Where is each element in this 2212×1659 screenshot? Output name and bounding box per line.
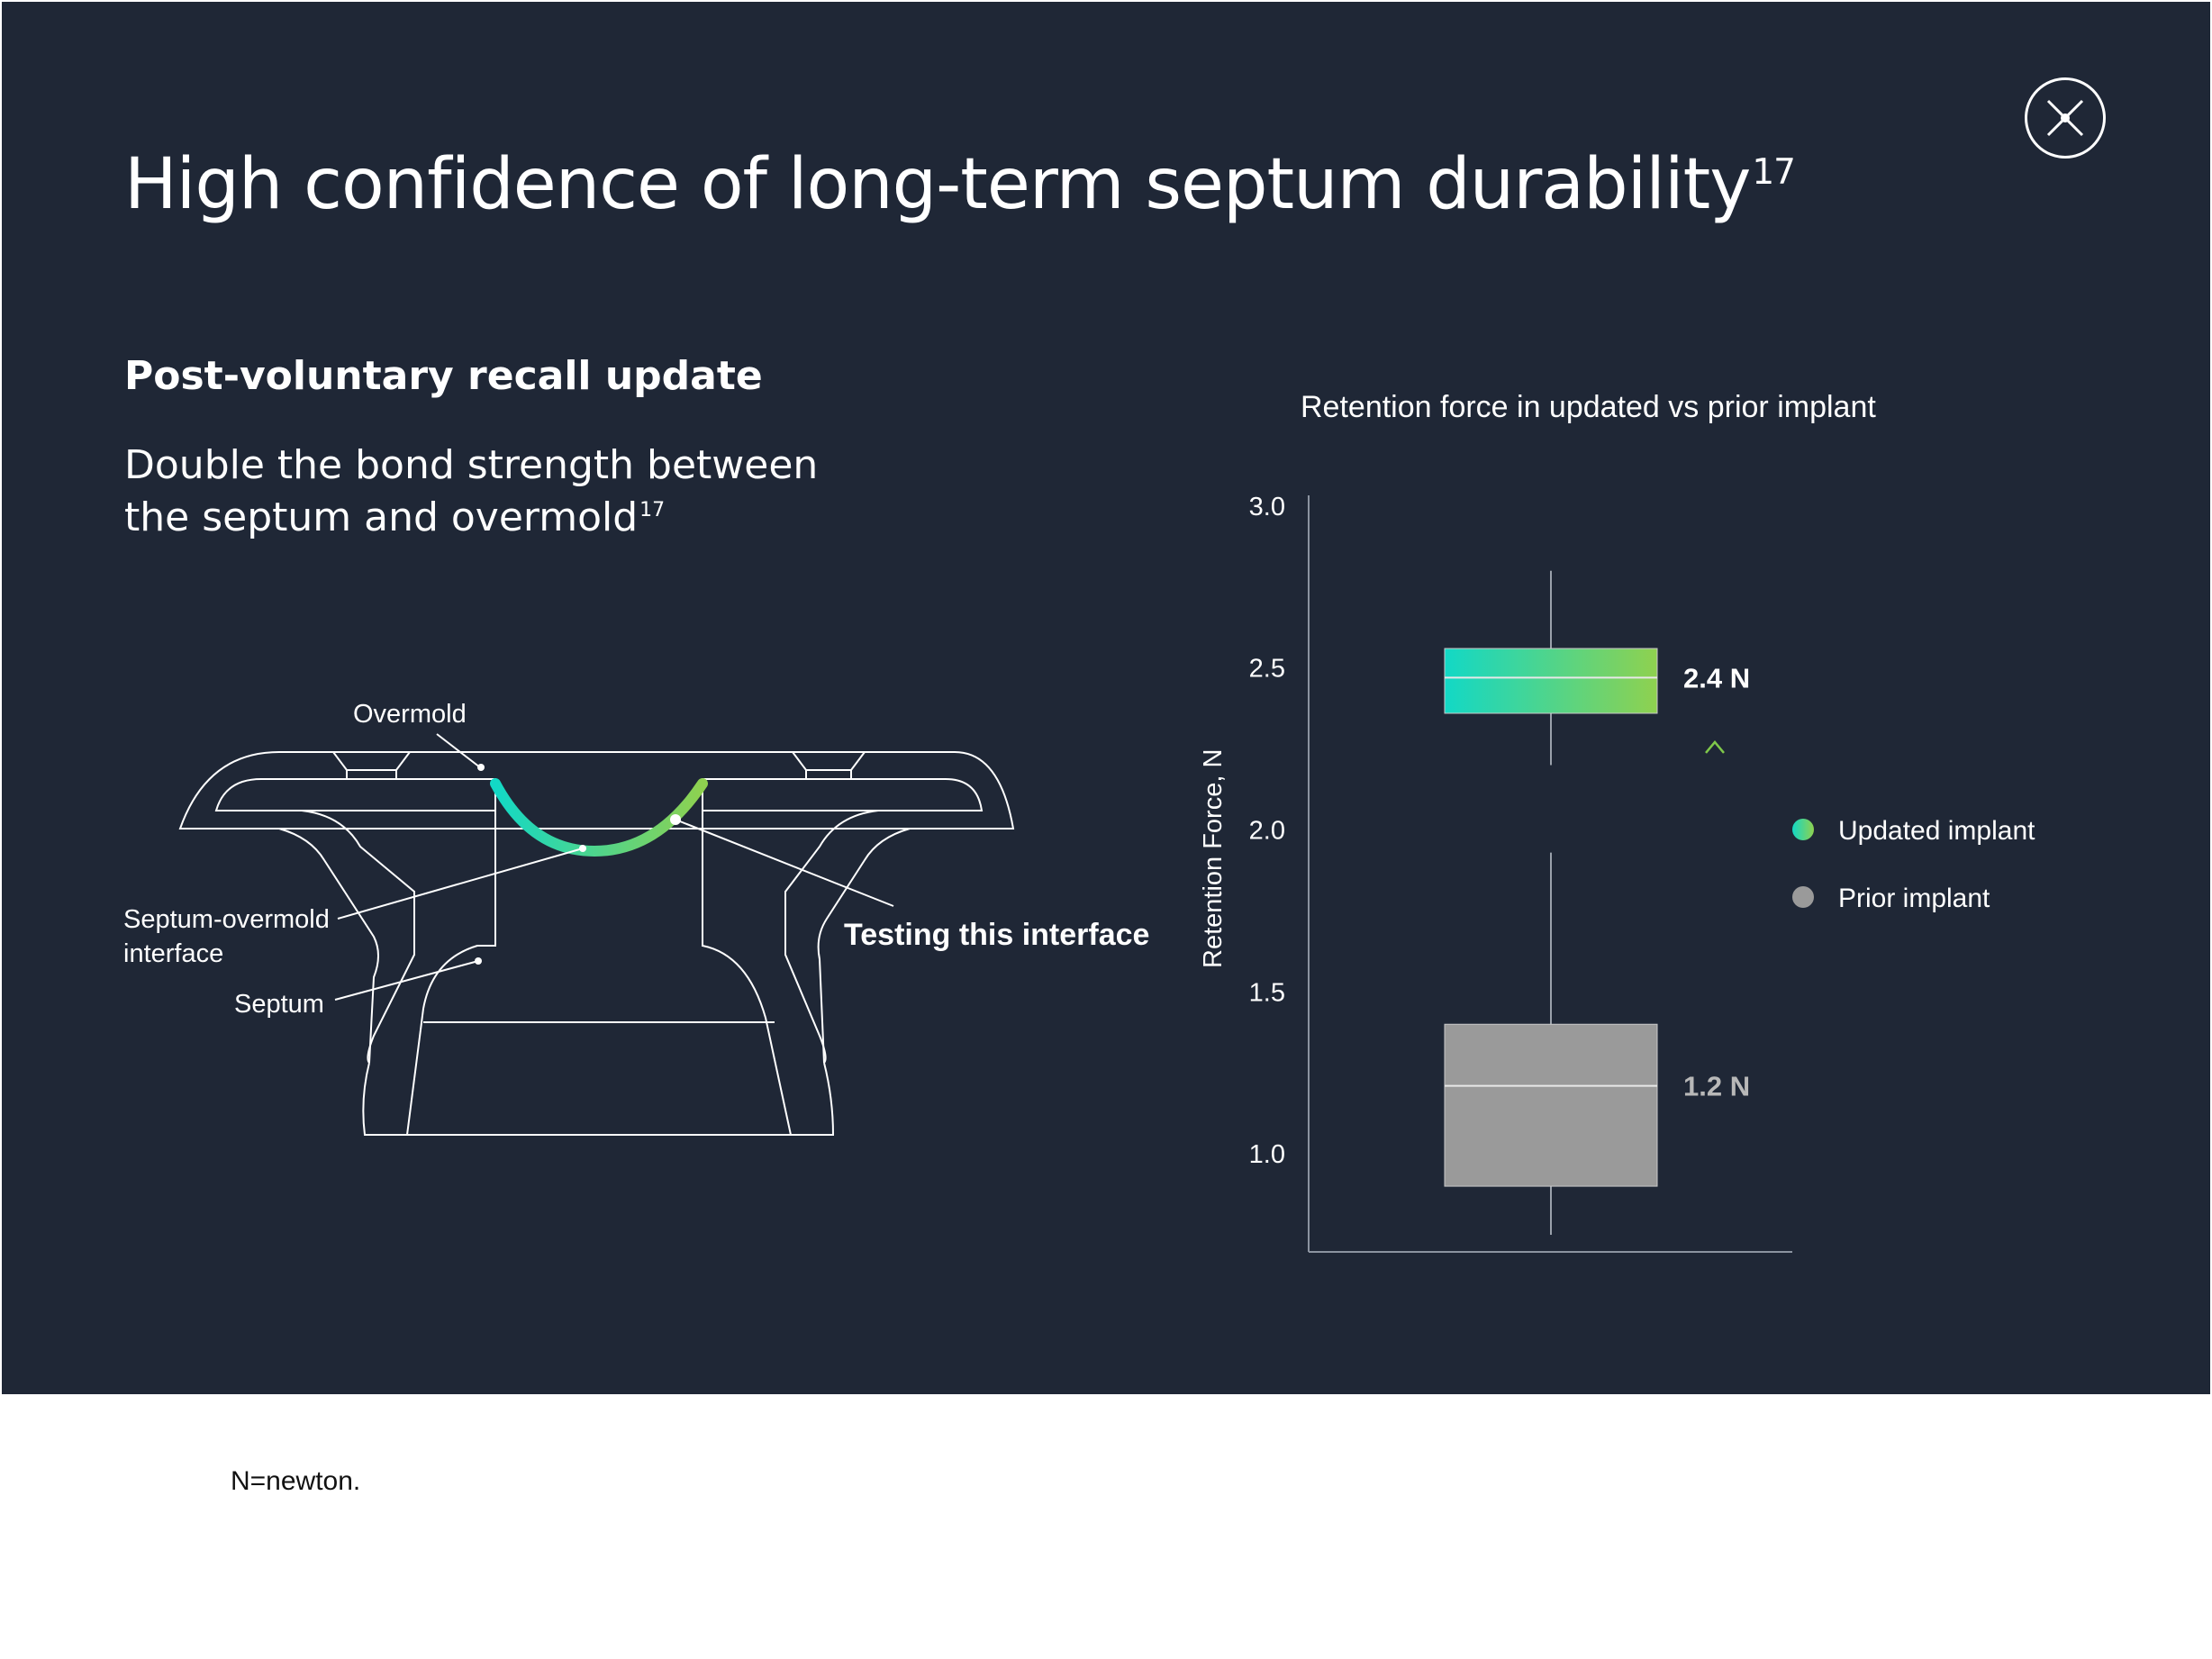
slide-panel [2, 2, 2210, 1394]
chart-legend: Updated implant Prior implant [1792, 816, 2035, 913]
close-button[interactable] [2025, 77, 2106, 159]
y-axis-label: Retention Force, N [1199, 749, 1228, 968]
label-interface-2: interface [123, 939, 223, 968]
box-updated: 2.4 N [1444, 570, 1750, 766]
body-reference: 17 [639, 499, 666, 522]
label-interface-1: Septum-overmold [123, 905, 330, 934]
value-label: 2.4 N [1683, 662, 1750, 694]
body-line-1: Double the bond strength between [124, 442, 819, 488]
chart-title: Retention force in updated vs prior impl… [1301, 390, 1876, 424]
interface-point [579, 845, 586, 852]
overmold-point [477, 764, 485, 771]
chart-axes [1308, 495, 1792, 1253]
y-tick-label: 2.5 [1249, 655, 1285, 684]
section-subtitle: Post-voluntary recall update [124, 353, 763, 399]
section-body: Double the bond strength between the sep… [124, 440, 863, 544]
left-flange [214, 778, 496, 811]
septum-outline [406, 811, 496, 1136]
label-overmold: Overmold [353, 700, 467, 729]
body-line-2: the septum and overmold [124, 494, 639, 540]
legend-label: Prior implant [1838, 884, 1990, 913]
legend-marker [1792, 886, 1814, 908]
y-ticks: 3.0 2.5 2.0 1.5 1.0 [1249, 493, 1285, 1169]
overmold-outline [178, 751, 1015, 830]
label-septum: Septum [234, 990, 324, 1019]
y-tick-label: 3.0 [1249, 493, 1285, 521]
septum-diagram: Overmold Septum-overmold interface Septu… [123, 700, 1149, 1136]
close-icon [2046, 99, 2084, 137]
page-title: High confidence of long-term septum dura… [124, 144, 1796, 225]
retention-chart: Retention force in updated vs prior impl… [1199, 390, 2035, 1253]
septum-point [475, 957, 482, 965]
y-tick-label: 2.0 [1249, 816, 1285, 845]
legend-label: Updated implant [1838, 816, 2035, 846]
box-body [1444, 1023, 1658, 1187]
y-tick-label: 1.5 [1249, 978, 1285, 1007]
box-body [1444, 648, 1658, 714]
legend-marker [1792, 819, 1814, 840]
right-flange [702, 778, 984, 811]
footnote: N=newton. [231, 1466, 361, 1496]
box-plots: 2.4 N 1.2 N [1444, 570, 1750, 1236]
value-label: 1.2 N [1683, 1071, 1750, 1102]
y-tick-label: 1.0 [1249, 1140, 1285, 1169]
label-testing: Testing this interface [844, 918, 1149, 952]
title-reference: 17 [1752, 152, 1796, 193]
arrow-head [1705, 740, 1725, 754]
box-prior: 1.2 N [1444, 852, 1750, 1236]
testing-point [670, 814, 681, 825]
